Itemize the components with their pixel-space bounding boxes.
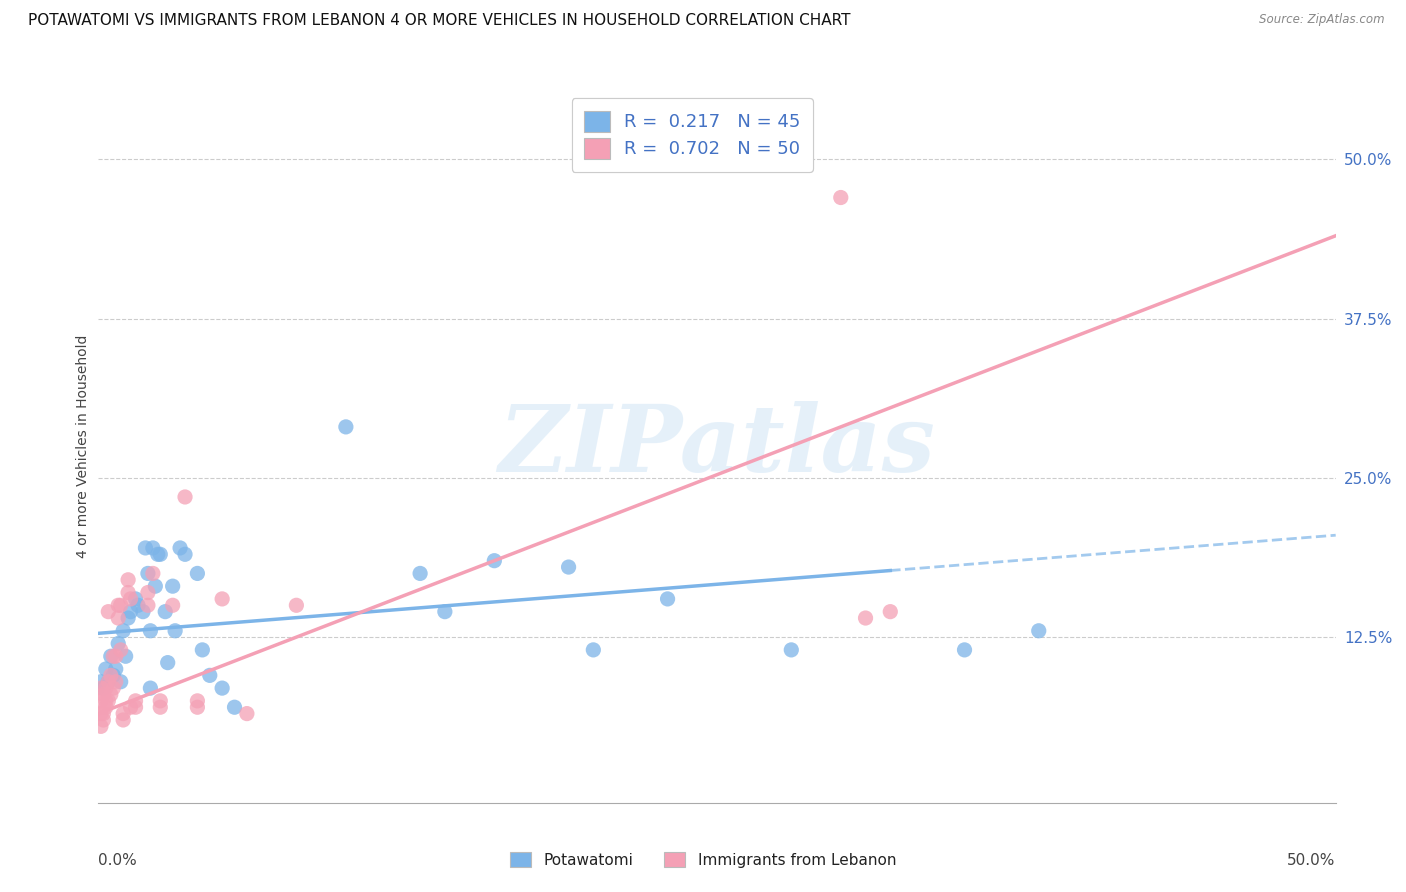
Point: [110, 643, 132, 657]
Point: [90, 719, 112, 733]
Point: [100, 668, 122, 682]
Point: [107, 611, 129, 625]
Point: [174, 490, 197, 504]
Point: [236, 706, 259, 721]
Point: [136, 566, 159, 581]
Point: [149, 547, 172, 561]
Point: [830, 190, 852, 204]
Point: [97, 674, 120, 689]
Point: [162, 579, 184, 593]
Text: Source: ZipAtlas.com: Source: ZipAtlas.com: [1260, 13, 1385, 27]
Point: [155, 605, 177, 619]
Point: [104, 674, 127, 689]
Point: [112, 713, 135, 727]
Point: [110, 599, 132, 613]
Point: [90, 694, 112, 708]
Point: [136, 599, 159, 613]
Point: [110, 674, 132, 689]
Point: [90, 706, 112, 721]
Point: [142, 541, 165, 555]
Point: [120, 605, 142, 619]
Point: [117, 585, 139, 599]
Point: [124, 591, 146, 606]
Point: [191, 643, 214, 657]
Point: [169, 541, 191, 555]
Point: [165, 624, 187, 638]
Point: [94, 694, 117, 708]
Point: [104, 662, 127, 676]
Point: [104, 649, 127, 664]
Point: [186, 700, 208, 714]
Point: [149, 700, 172, 714]
Point: [93, 706, 115, 721]
Point: [149, 694, 172, 708]
Point: [114, 649, 136, 664]
Point: [112, 624, 135, 638]
Point: [879, 605, 901, 619]
Point: [146, 547, 169, 561]
Point: [139, 624, 162, 638]
Point: [198, 668, 221, 682]
Point: [107, 636, 129, 650]
Point: [100, 688, 122, 702]
Point: [120, 700, 142, 714]
Point: [112, 706, 135, 721]
Point: [557, 560, 579, 574]
Text: ZIPatlas: ZIPatlas: [499, 401, 935, 491]
Legend: Potawatomi, Immigrants from Lebanon: Potawatomi, Immigrants from Lebanon: [502, 844, 904, 875]
Point: [103, 668, 125, 682]
Point: [103, 649, 125, 664]
Point: [211, 681, 233, 695]
Point: [136, 585, 159, 599]
Point: [186, 566, 208, 581]
Point: [97, 605, 120, 619]
Point: [657, 591, 679, 606]
Point: [117, 573, 139, 587]
Point: [97, 694, 120, 708]
Point: [94, 681, 117, 695]
Legend: R =  0.217   N = 45, R =  0.702   N = 50: R = 0.217 N = 45, R = 0.702 N = 50: [572, 98, 813, 171]
Point: [94, 700, 117, 714]
Point: [124, 700, 146, 714]
Point: [780, 643, 803, 657]
Point: [93, 688, 115, 702]
Point: [93, 713, 115, 727]
Point: [100, 649, 122, 664]
Text: 50.0%: 50.0%: [1288, 853, 1336, 868]
Point: [142, 566, 165, 581]
Point: [582, 643, 605, 657]
Point: [94, 662, 117, 676]
Point: [433, 605, 456, 619]
Point: [211, 591, 233, 606]
Point: [132, 605, 155, 619]
Point: [855, 611, 877, 625]
Point: [103, 681, 125, 695]
Point: [107, 599, 129, 613]
Point: [224, 700, 246, 714]
Point: [335, 420, 357, 434]
Point: [174, 547, 197, 561]
Point: [162, 599, 184, 613]
Point: [139, 681, 162, 695]
Point: [134, 541, 156, 555]
Point: [953, 643, 976, 657]
Text: 0.0%: 0.0%: [98, 853, 138, 868]
Point: [120, 591, 142, 606]
Point: [285, 599, 308, 613]
Point: [156, 656, 179, 670]
Point: [186, 694, 208, 708]
Point: [409, 566, 432, 581]
Point: [90, 681, 112, 695]
Point: [117, 611, 139, 625]
Point: [90, 674, 112, 689]
Point: [97, 674, 120, 689]
Point: [124, 694, 146, 708]
Point: [484, 554, 506, 568]
Point: [127, 599, 149, 613]
Point: [143, 579, 166, 593]
Y-axis label: 4 or more Vehicles in Household: 4 or more Vehicles in Household: [76, 334, 90, 558]
Point: [1028, 624, 1050, 638]
Text: POTAWATOMI VS IMMIGRANTS FROM LEBANON 4 OR MORE VEHICLES IN HOUSEHOLD CORRELATIO: POTAWATOMI VS IMMIGRANTS FROM LEBANON 4 …: [28, 13, 851, 29]
Point: [93, 681, 115, 695]
